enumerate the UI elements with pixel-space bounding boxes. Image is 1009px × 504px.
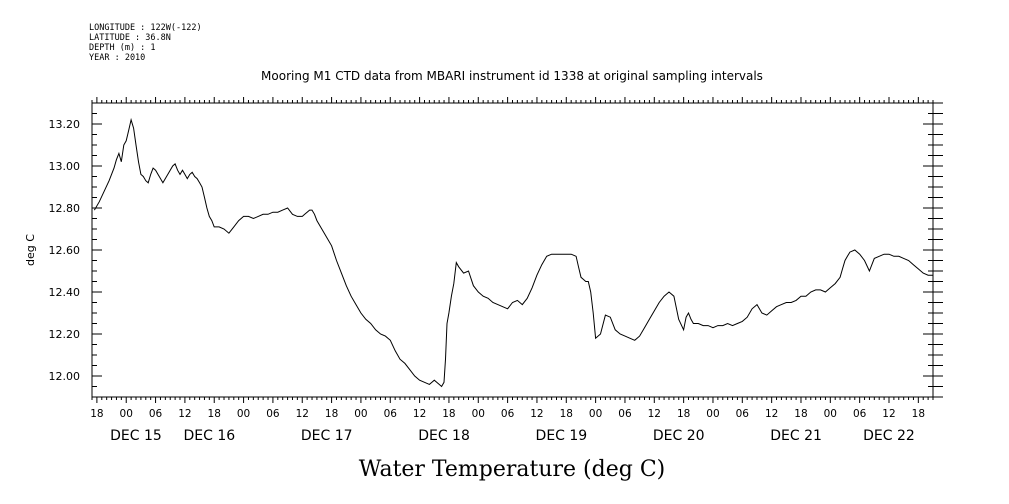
x-hour-label: 18 xyxy=(560,408,573,420)
x-hour-label: 06 xyxy=(266,408,280,420)
x-hour-label: 18 xyxy=(325,408,338,420)
x-hour-label: 00 xyxy=(589,408,602,420)
x-hour-label: 00 xyxy=(120,408,133,420)
x-hour-label: 18 xyxy=(90,408,103,420)
y-tick-label: 13.20 xyxy=(49,118,81,131)
x-axis-label: Water Temperature (deg C) xyxy=(359,457,666,482)
y-tick-label: 12.60 xyxy=(49,244,81,257)
y-tick-label: 12.80 xyxy=(49,202,81,215)
x-day-label: DEC 15 xyxy=(110,428,162,444)
x-hour-label: 12 xyxy=(765,408,778,420)
x-day-label: DEC 18 xyxy=(418,428,470,444)
x-hour-label: 06 xyxy=(853,408,867,420)
x-day-label: DEC 16 xyxy=(184,428,236,444)
x-day-label: DEC 17 xyxy=(301,428,353,444)
x-hour-label: 12 xyxy=(648,408,661,420)
x-hour-label: 18 xyxy=(677,408,690,420)
x-hour-label: 00 xyxy=(354,408,367,420)
x-axis-labels: 18 00 06 12 18 00 06 12 18 00 06 12 18 00 06 12 18 00 06 12… xyxy=(90,408,925,444)
y-tick-label: 12.00 xyxy=(49,370,81,383)
x-hour-label: 18 xyxy=(794,408,807,420)
metadata-block: LONGITUDE : 122W(-122) LATITUDE : 36.8N … xyxy=(89,23,202,63)
x-hour-label: 12 xyxy=(530,408,543,420)
x-day-label: DEC 21 xyxy=(770,428,822,444)
axis-ticks xyxy=(91,97,943,403)
chart-title: Mooring M1 CTD data from MBARI instrumen… xyxy=(261,69,763,83)
y-axis-labels: 13.20 13.00 12.80 12.60 12.40 12.20 12.00 xyxy=(49,118,81,383)
x-hour-label: 06 xyxy=(149,408,163,420)
x-hour-label: 12 xyxy=(413,408,426,420)
x-hour-label: 18 xyxy=(208,408,221,420)
meta-latitude: LATITUDE : 36.8N xyxy=(89,33,171,43)
x-hour-label: 00 xyxy=(824,408,837,420)
x-hour-label: 12 xyxy=(296,408,309,420)
y-tick-label: 12.20 xyxy=(49,328,81,341)
x-day-label: DEC 20 xyxy=(653,428,705,444)
y-axis-label: deg C xyxy=(24,234,37,266)
y-tick-label: 12.40 xyxy=(49,286,81,299)
plot-frame xyxy=(91,102,934,398)
y-tick-label: 13.00 xyxy=(49,160,81,173)
x-hour-label: 06 xyxy=(736,408,750,420)
x-hour-label: 18 xyxy=(912,408,925,420)
x-hour-label: 06 xyxy=(501,408,515,420)
x-hour-label: 18 xyxy=(442,408,455,420)
x-hour-label: 00 xyxy=(706,408,719,420)
temperature-series-line xyxy=(93,117,933,388)
x-hour-label: 12 xyxy=(882,408,895,420)
meta-longitude: LONGITUDE : 122W(-122) xyxy=(89,23,202,33)
x-day-label: DEC 19 xyxy=(536,428,588,444)
x-hour-label: 06 xyxy=(384,408,398,420)
meta-depth: DEPTH (m) : 1 xyxy=(89,43,156,53)
meta-year: YEAR : 2010 xyxy=(89,53,145,63)
x-day-label: DEC 22 xyxy=(863,428,915,444)
x-hour-label: 12 xyxy=(178,408,191,420)
x-hour-label: 00 xyxy=(237,408,250,420)
x-hour-label: 00 xyxy=(472,408,485,420)
x-hour-label: 06 xyxy=(618,408,632,420)
